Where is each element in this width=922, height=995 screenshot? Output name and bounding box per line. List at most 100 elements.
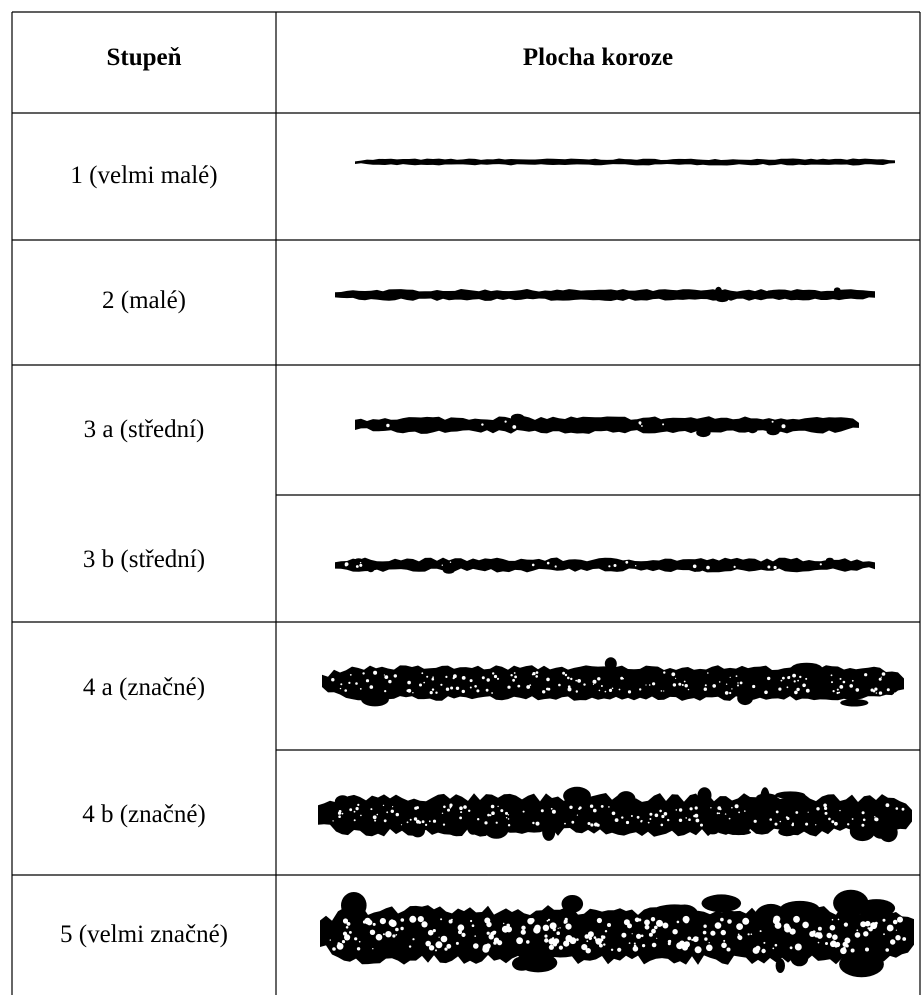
corrosion-speckle: [423, 681, 426, 684]
corrosion-speckle: [600, 685, 603, 687]
corrosion-speckle: [636, 933, 642, 939]
corrosion-speckle: [473, 943, 479, 949]
corrosion-speckle: [600, 938, 604, 942]
corrosion-speckle: [635, 565, 637, 567]
corrosion-blob: [334, 812, 356, 828]
corrosion-speckle: [441, 564, 443, 566]
corrosion-speckle: [449, 807, 452, 809]
corrosion-speckle: [575, 690, 578, 693]
corrosion-speckle: [675, 677, 677, 680]
corrosion-speckle: [558, 683, 561, 687]
corrosion-speckle: [830, 940, 837, 946]
corrosion-speckle: [826, 932, 832, 939]
corrosion-speckle: [349, 931, 352, 934]
corrosion-speckle: [738, 811, 740, 814]
corrosion-speckle: [716, 812, 719, 815]
corrosion-blob: [879, 823, 898, 843]
corrosion-speckle: [842, 941, 848, 947]
corrosion-speckle: [583, 683, 586, 686]
corrosion-speckle: [824, 811, 828, 815]
corrosion-speckle: [455, 941, 459, 945]
corrosion-blob: [775, 958, 785, 973]
corrosion-speckle: [681, 684, 684, 686]
corrosion-blob: [716, 297, 729, 303]
corrosion-speckle: [481, 676, 485, 680]
corrosion-speckle: [438, 936, 440, 938]
corrosion-speckle: [706, 944, 713, 952]
corrosion-speckle: [633, 944, 637, 948]
corrosion-speckle: [599, 943, 603, 948]
corrosion-speckle: [855, 688, 860, 692]
corrosion-speckle: [796, 687, 800, 692]
corrosion-blob: [766, 427, 780, 436]
corrosion-speckle: [569, 805, 573, 809]
corrosion-blob: [571, 560, 580, 566]
corrosion-speckle: [636, 815, 640, 819]
corrosion-speckle: [895, 935, 901, 941]
corrosion-speckle: [792, 822, 794, 825]
corrosion-speckle: [576, 938, 579, 941]
corrosion-speckle: [349, 674, 352, 676]
corrosion-speckle: [794, 690, 798, 695]
corrosion-speckle: [567, 687, 572, 692]
corrosion-speckle: [604, 690, 607, 693]
corrosion-speckle: [656, 937, 658, 939]
corrosion-speckle: [416, 806, 419, 810]
corrosion-speckle: [608, 688, 613, 693]
corrosion-speckle: [369, 685, 374, 689]
corrosion-speckle: [386, 811, 389, 814]
corrosion-speckle: [565, 923, 572, 930]
corrosion-speckle: [618, 688, 621, 691]
corrosion-speckle: [564, 917, 568, 922]
corrosion-speckle: [507, 685, 511, 689]
corrosion-speckle: [358, 940, 361, 943]
corrosion-speckle: [901, 807, 905, 811]
corrosion-blob: [790, 662, 823, 675]
corrosion-speckle: [355, 565, 359, 568]
corrosion-speckle: [408, 945, 412, 948]
corrosion-speckle: [495, 821, 498, 824]
corrosion-speckle: [446, 943, 452, 949]
corrosion-speckle: [839, 685, 844, 689]
corrosion-speckle: [544, 934, 548, 938]
corrosion-blob: [653, 904, 696, 917]
corrosion-speckle: [517, 684, 521, 688]
corrosion-speckle: [366, 919, 373, 926]
corrosion-speckle: [737, 935, 743, 941]
corrosion-speckle: [894, 692, 896, 695]
corrosion-speckle: [384, 675, 389, 679]
corrosion-speckle: [556, 931, 560, 935]
corrosion-speckle: [805, 822, 809, 826]
corrosion-blob: [561, 895, 584, 913]
corrosion-blob: [696, 428, 711, 438]
corrosion-blob: [701, 894, 742, 913]
corrosion-speckle: [461, 932, 466, 938]
corrosion-speckle: [865, 947, 869, 952]
corrosion-speckle: [390, 809, 394, 813]
corrosion-speckle: [834, 821, 838, 826]
corrosion-speckle: [778, 687, 782, 691]
corrosion-speckle: [799, 675, 802, 679]
corrosion-blob: [367, 567, 375, 573]
corrosion-speckle: [671, 672, 676, 677]
corrosion-speckle: [594, 822, 598, 827]
corrosion-speckle: [490, 804, 495, 809]
corrosion-speckle: [654, 925, 658, 930]
corrosion-speckle: [836, 688, 839, 691]
corrosion-speckle: [413, 817, 418, 821]
corrosion-speckle: [667, 818, 670, 822]
corrosion-speckle: [587, 931, 594, 938]
corrosion-speckle: [445, 675, 448, 679]
corrosion-speckle: [886, 688, 890, 692]
corrosion-speckle: [883, 933, 885, 936]
corrosion-speckle: [854, 932, 861, 938]
corrosion-blob: [424, 560, 437, 568]
corrosion-speckle: [736, 923, 743, 930]
corrosion-speckle: [486, 931, 490, 935]
corrosion-speckle: [767, 565, 771, 569]
corrosion-speckle: [482, 945, 490, 953]
corrosion-speckle: [407, 680, 411, 685]
corrosion-speckle: [638, 918, 642, 922]
corrosion-speckle: [604, 930, 608, 933]
